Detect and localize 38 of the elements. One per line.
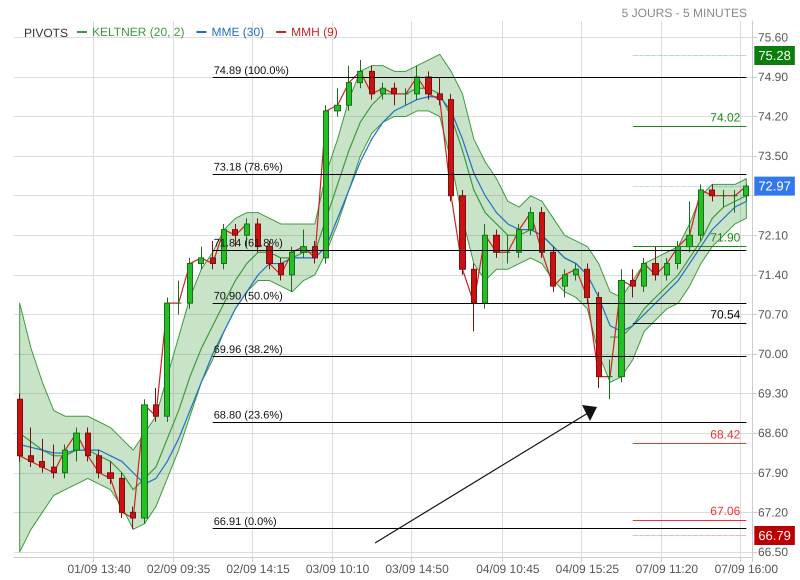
x-tick-label: 01/09 13:40 — [67, 562, 132, 576]
x-tick-label: 07/09 16:00 — [714, 562, 778, 576]
ref-line-label: 66.79 — [758, 528, 791, 544]
ref-line-label: 73.18 (78.6%) — [214, 162, 283, 174]
x-tick-label: 02/09 14:15 — [226, 562, 290, 576]
y-tick-label: 69.30 — [758, 386, 788, 401]
y-tick-label: 66.50 — [758, 544, 788, 559]
legend-label: MME (30) — [211, 25, 264, 39]
legend-title: PIVOTS — [24, 26, 68, 40]
legend-label: KELTNER (20, 2) — [92, 25, 184, 39]
ref-line-label: 68.42 — [710, 427, 741, 442]
y-tick-label: 75.60 — [758, 30, 788, 44]
y-tick-label: 72.10 — [758, 228, 788, 242]
y-tick-label: 71.40 — [758, 268, 788, 282]
ref-line-label: 74.02 — [710, 110, 741, 125]
y-tick-label: 74.90 — [758, 70, 788, 84]
y-tick-label: 73.50 — [758, 149, 788, 164]
y-tick-label: 70.70 — [758, 307, 788, 322]
x-tick-label: 07/09 11:20 — [636, 562, 698, 576]
legend-label: MMH (9) — [291, 25, 338, 39]
x-tick-label: 04/09 15:25 — [556, 562, 620, 576]
ref-line-label: 70.54 — [710, 307, 741, 322]
x-tick-label: 03/09 14:50 — [385, 562, 450, 576]
ref-line-label: 68.80 (23.6%) — [214, 409, 283, 422]
ref-line-label: 67.06 — [710, 504, 741, 518]
y-tick-label: 74.20 — [758, 110, 788, 124]
x-tick-label: 02/09 09:35 — [146, 562, 211, 576]
ref-line-label: 66.91 (0.0%) — [214, 516, 277, 528]
y-tick-label: 68.60 — [758, 426, 788, 440]
y-tick-label: 67.90 — [758, 466, 788, 480]
y-tick-label: 67.20 — [758, 505, 788, 520]
y-tick-label: 70.00 — [758, 347, 788, 362]
x-tick-label: 03/09 10:10 — [306, 562, 370, 576]
ref-line-label: 72.97 — [758, 178, 791, 194]
x-tick-label: 04/09 10:45 — [476, 562, 540, 576]
ref-line-label: 74.89 (100.0%) — [214, 65, 289, 78]
ref-line-label: 75.28 — [758, 48, 791, 63]
chart-subtitle: 5 JOURS - 5 MINUTES — [622, 6, 748, 20]
